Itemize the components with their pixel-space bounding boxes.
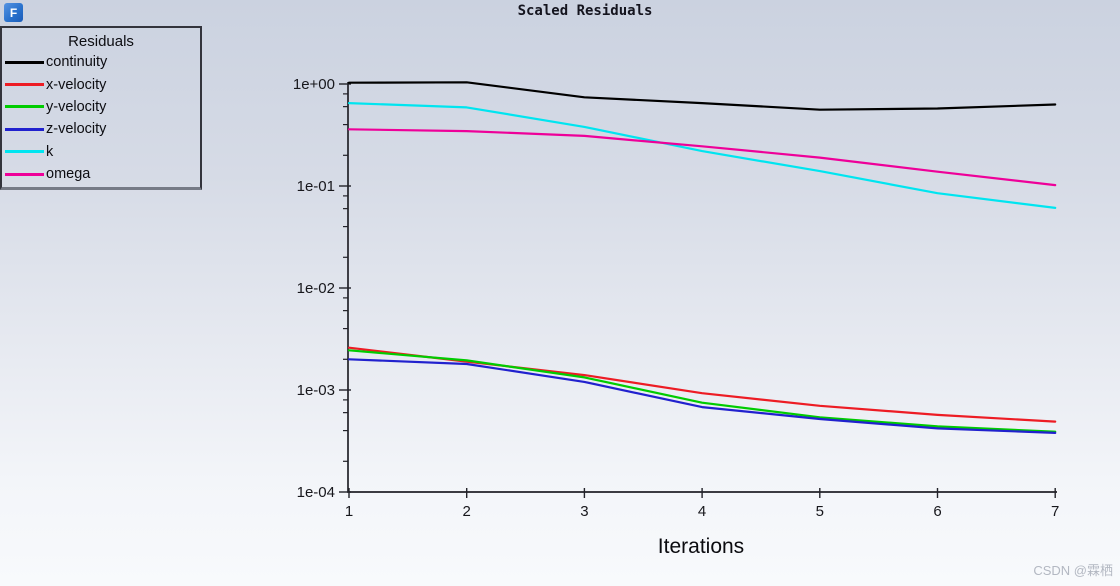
legend-title: Residuals xyxy=(68,33,134,50)
legend-item-omega: omega xyxy=(2,163,200,185)
legend-item-label: k xyxy=(46,143,54,160)
legend-item-k: k xyxy=(2,141,200,163)
legend-item-x-velocity: x-velocity xyxy=(2,73,200,95)
legend-line-swatch xyxy=(5,150,44,154)
y-tick-label: 1e+00 xyxy=(293,76,335,93)
legend-item-y-velocity: y-velocity xyxy=(2,96,200,118)
y-tick-label: 1e-03 xyxy=(297,382,335,399)
legend-item-label: z-velocity xyxy=(46,121,107,138)
series-z-velocity-line xyxy=(347,358,1057,434)
series-omega-line xyxy=(347,128,1057,187)
axes-line xyxy=(347,82,1057,493)
x-tick-label: 4 xyxy=(698,503,706,520)
series-y-velocity-line xyxy=(347,349,1057,433)
watermark: CSDN @霖栖 xyxy=(1033,563,1113,578)
legend-item-z-velocity: z-velocity xyxy=(2,118,200,140)
legend-line-swatch xyxy=(5,83,44,87)
legend-item-label: continuity xyxy=(46,54,108,71)
fluent-f-icon: F xyxy=(9,5,18,20)
x-tick-label: 5 xyxy=(816,503,824,520)
x-tick-label: 1 xyxy=(345,503,353,520)
legend-line-swatch xyxy=(5,105,44,109)
legend-item-continuity: continuity xyxy=(2,51,200,73)
x-tick-label: 7 xyxy=(1051,503,1059,520)
series-x-velocity-line xyxy=(347,346,1057,423)
x-tick-label: 2 xyxy=(463,503,471,520)
legend-item-label: x-velocity xyxy=(46,76,107,93)
legend-item-label: y-velocity xyxy=(46,98,107,115)
chart-title: Scaled Residuals xyxy=(517,3,653,19)
fluent-window-icon: F xyxy=(4,3,23,22)
legend-item-label: omega xyxy=(46,166,91,183)
y-tick-label: 1e-02 xyxy=(297,280,335,297)
x-tick-label: 3 xyxy=(580,503,588,520)
legend-items: continuity x-velocity y-velocity z-velocity… xyxy=(2,51,200,185)
series-k-line xyxy=(347,101,1057,209)
x-tick-label: 6 xyxy=(933,503,941,520)
legend-line-swatch xyxy=(5,172,44,176)
series-continuity-line xyxy=(347,81,1057,111)
legend-line-swatch xyxy=(5,127,44,131)
y-tick-label: 1e-01 xyxy=(297,178,335,195)
legend-box: Residuals continuity x-velocity y-velocity… xyxy=(0,26,202,190)
legend-line-swatch xyxy=(5,60,44,64)
y-tick-label: 1e-04 xyxy=(297,484,335,501)
x-axis-title: Iterations xyxy=(657,535,745,558)
